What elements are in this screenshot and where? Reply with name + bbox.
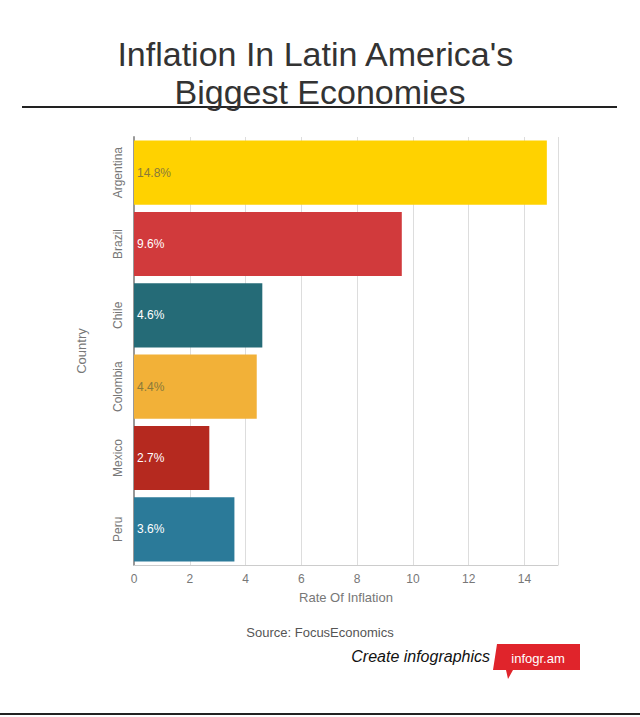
svg-text:Create infographics: Create infographics — [351, 648, 490, 665]
svg-text:Brazil: Brazil — [111, 229, 125, 259]
svg-text:2.7%: 2.7% — [137, 451, 165, 465]
svg-text:Mexico: Mexico — [111, 439, 125, 477]
svg-text:8: 8 — [354, 572, 361, 586]
svg-text:Source: FocusEconomics: Source: FocusEconomics — [246, 625, 394, 640]
svg-text:14.8%: 14.8% — [137, 166, 171, 180]
svg-text:Rate Of Inflation: Rate Of Inflation — [299, 590, 393, 605]
svg-text:Colombia: Colombia — [111, 361, 125, 412]
svg-text:12: 12 — [462, 572, 476, 586]
svg-text:0: 0 — [131, 572, 138, 586]
svg-text:4.6%: 4.6% — [137, 308, 165, 322]
svg-text:6: 6 — [298, 572, 305, 586]
svg-text:infogr.am: infogr.am — [511, 651, 564, 666]
svg-text:Chile: Chile — [111, 301, 125, 329]
svg-text:4.4%: 4.4% — [137, 380, 165, 394]
svg-text:4: 4 — [242, 572, 249, 586]
svg-text:9.6%: 9.6% — [137, 237, 165, 251]
svg-text:Inflation In Latin America's: Inflation In Latin America's — [117, 35, 522, 73]
svg-text:10: 10 — [406, 572, 420, 586]
svg-text:Biggest Economies: Biggest Economies — [174, 73, 465, 111]
svg-text:14: 14 — [518, 572, 532, 586]
svg-text:3.6%: 3.6% — [137, 522, 165, 536]
svg-text:2: 2 — [186, 572, 193, 586]
svg-text:Peru: Peru — [111, 517, 125, 542]
svg-text:Country: Country — [74, 328, 89, 374]
svg-text:Argentina: Argentina — [111, 147, 125, 199]
